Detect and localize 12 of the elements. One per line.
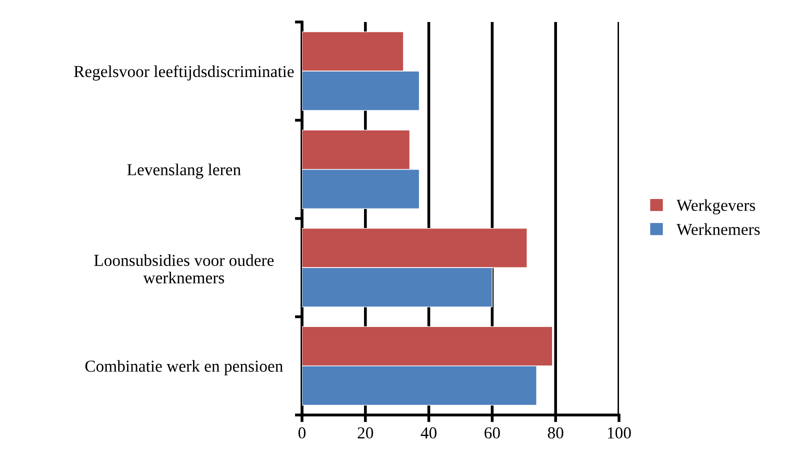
y-tick-label: Regelsvoor leeftijdsdiscriminatie (74, 65, 294, 81)
legend-label: Werknemers (676, 223, 760, 236)
x-tick-label: 60 (484, 427, 500, 439)
x-tick-label: 40 (420, 427, 436, 439)
x-tick-label: 0 (298, 427, 306, 439)
x-tick-label: 100 (608, 427, 631, 439)
legend-label: Werkgevers (676, 199, 756, 214)
y-tick-label: Loonsubsidies voor oudere werknemers (94, 254, 274, 284)
x-tick-label: 20 (358, 427, 374, 439)
y-tick-label: Levenslang leren (127, 164, 241, 179)
x-tick-label: 80 (548, 427, 564, 439)
y-tick-label: Combinatie werk en pensioen (85, 360, 283, 376)
